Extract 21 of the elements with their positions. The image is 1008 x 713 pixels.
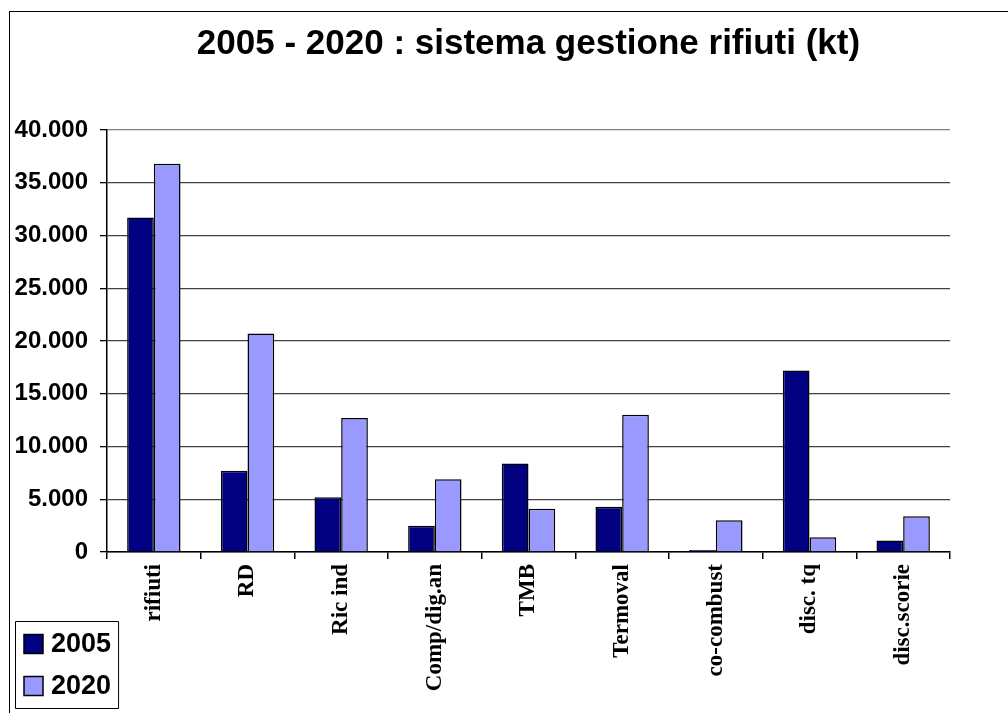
x-tick-label: Ric ind [327, 563, 353, 635]
x-tick-label: TMB [514, 564, 540, 617]
x-tick-label: RD [233, 564, 259, 598]
legend-label: 2020 [51, 670, 112, 701]
x-tick-label: Termoval [608, 564, 634, 658]
y-tick-label: 35.000 [14, 167, 88, 195]
legend-label: 2005 [51, 628, 112, 659]
x-tick-label: disc. tq [795, 563, 821, 635]
y-tick-label: 15.000 [14, 378, 88, 406]
y-tick-label: 25.000 [14, 272, 88, 300]
y-tick-label: 30.000 [14, 220, 88, 248]
y-tick-label: 0 [74, 536, 88, 564]
chart-title: 2005 - 2020 : sistema gestione rifiuti (kt) [196, 21, 861, 61]
y-tick-label: 20.000 [14, 325, 88, 353]
x-tick-label: co-combust [701, 563, 727, 677]
y-tick-label: 5.000 [27, 483, 88, 511]
x-tick-label: Comp/dig.an [420, 563, 446, 692]
x-tick-label: disc.scorie [889, 564, 915, 666]
y-tick-label: 10.000 [14, 431, 88, 459]
y-tick-label: 40.000 [14, 114, 88, 142]
x-tick-label: rifiuti [139, 563, 165, 622]
